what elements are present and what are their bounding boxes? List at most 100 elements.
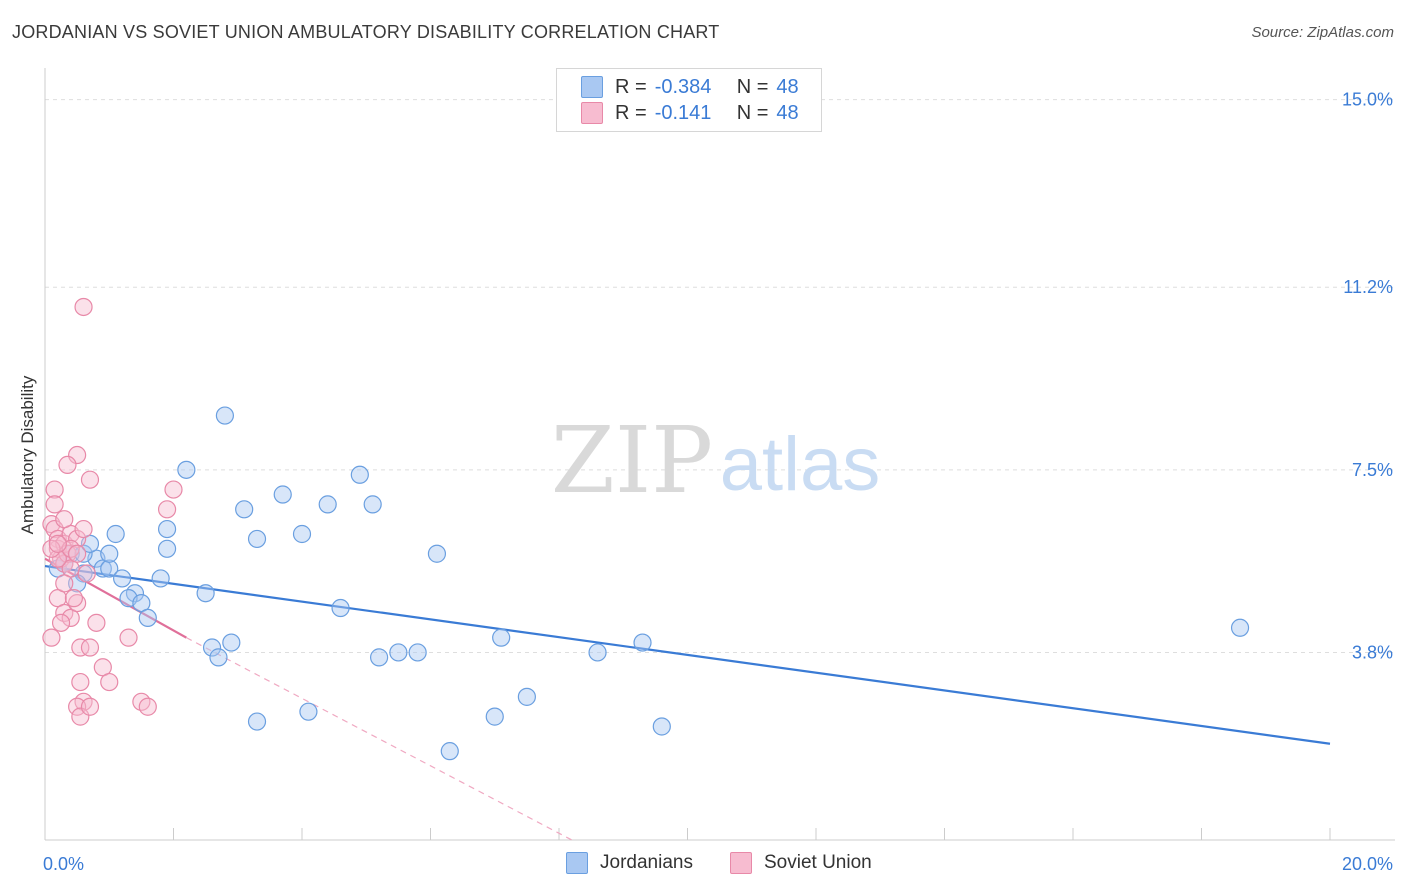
point-jordanians [106,524,125,544]
point-jordanians [492,628,511,647]
watermark-atlas: atlas [720,422,881,507]
trend-line-jordanians [44,564,1331,745]
legend-n-value: 48 [776,75,799,98]
point-jordanians [370,648,389,667]
point-jordanians [157,519,177,539]
legend-row-soviet: R = -0.141 N = 48 [581,100,799,126]
point-jordanians [100,559,119,578]
legend-r-value: -0.384 [654,75,712,98]
legend-r-label: R = [615,75,647,98]
source-label: Source: ZipAtlas.com [1251,24,1394,41]
point-soviet [87,613,106,632]
legend-n-label: N = [736,75,769,98]
point-jordanians [331,598,350,618]
trend-lines [44,557,1331,841]
legend-label-jordanians: Jordanians [600,852,693,873]
point-jordanians [138,608,157,628]
point-jordanians [408,643,427,662]
point-soviet [55,510,74,529]
legend-item-jordanians: Jordanians [566,852,693,874]
point-jordanians [389,643,408,662]
point-jordanians [215,406,234,425]
point-soviet [138,697,157,716]
trend-line-soviet [44,557,187,639]
correlation-legend: R = -0.384 N = 48 R = -0.141 N = 48 [556,68,822,132]
point-jordanians [427,544,447,563]
point-soviet [48,534,67,553]
point-soviet [64,589,84,608]
point-jordanians [440,742,459,761]
point-soviet [55,574,74,593]
legend-item-soviet: Soviet Union [730,852,872,874]
point-soviet [68,445,87,465]
point-jordanians [652,717,671,736]
point-soviet [80,470,100,489]
x-tick-label: 0.0% [43,854,84,874]
trend-extension-soviet [186,637,573,841]
point-soviet [42,628,61,647]
y-tick-label: 11.2% [1343,277,1393,297]
point-jordanians [196,584,215,603]
point-soviet [80,638,100,657]
point-jordanians [247,712,267,731]
point-jordanians [363,495,382,514]
tick-labels: 3.8% 7.5% 11.2% 15.0% 0.0% 20.0% [43,90,1393,874]
point-soviet [119,628,138,647]
point-jordanians [273,485,292,504]
legend-row-jordanians: R = -0.384 N = 48 [581,74,799,100]
legend-swatch-soviet [581,102,603,124]
point-soviet [80,697,100,716]
point-jordanians [151,569,170,588]
point-jordanians [292,524,312,544]
legend-swatch-jordanians [566,852,588,874]
point-jordanians [318,495,337,514]
point-soviet [77,564,96,583]
point-jordanians [222,633,241,652]
y-tick-label: 15.0% [1342,90,1393,110]
legend-r-value: -0.141 [654,101,712,124]
point-soviet [48,549,67,568]
point-soviet [68,697,87,716]
axes [44,68,1395,841]
point-soviet [68,529,87,549]
point-soviet [45,495,64,514]
legend-swatch-soviet [730,852,752,874]
point-soviet [71,638,90,657]
point-jordanians [177,460,196,479]
point-jordanians [633,633,652,652]
point-jordanians [202,638,222,657]
point-soviet [68,544,87,563]
point-soviet [68,593,87,613]
point-jordanians [100,544,119,563]
point-jordanians [299,702,318,721]
point-soviet [51,613,71,632]
point-soviet [157,500,177,519]
point-soviet [164,480,183,499]
series-legend: Jordanians Soviet Union [0,852,1406,878]
point-jordanians [235,500,254,519]
data-points [42,297,1250,761]
x-tick-label: 20.0% [1342,854,1393,874]
point-soviet [58,455,77,475]
point-soviet [74,297,93,317]
point-jordanians [588,643,607,662]
legend-n-label: N = [736,101,769,124]
watermark: ZIP atlas [551,407,880,514]
point-jordanians [247,529,267,549]
legend-label-soviet: Soviet Union [764,852,872,873]
point-jordanians [350,465,369,484]
point-soviet [71,707,90,726]
legend-swatch-jordanians [581,76,603,98]
point-jordanians [112,569,132,588]
point-jordanians [517,687,536,706]
y-tick-label: 7.5% [1352,460,1393,480]
point-soviet [45,480,64,499]
y-tick-label: 3.8% [1352,642,1393,662]
point-soviet [71,672,90,692]
legend-r-label: R = [615,101,647,124]
grid-lines [45,99,1395,653]
watermark-zip: ZIP [551,407,713,514]
point-jordanians [485,707,504,726]
chart-title: JORDANIAN VS SOVIET UNION AMBULATORY DIS… [12,22,720,42]
